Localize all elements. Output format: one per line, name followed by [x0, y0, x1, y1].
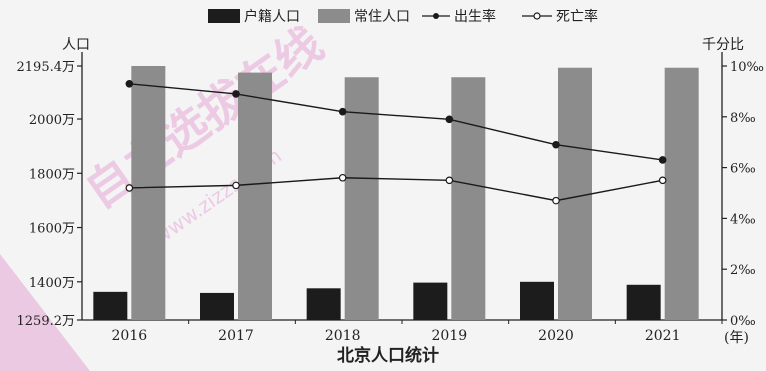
- x-axis-unit: (年): [724, 330, 749, 346]
- point-death-2019: [445, 176, 454, 185]
- chart-title: 北京人口统计: [337, 345, 439, 366]
- point-death-2020: [552, 196, 560, 205]
- bar-household-2021: [626, 284, 661, 320]
- bar-household-2016: [93, 291, 128, 320]
- right-tick-label: 8‰: [730, 111, 756, 126]
- bars: [93, 66, 699, 321]
- right-tick-label: 10‰: [730, 60, 764, 75]
- left-tick-label: 1400万: [29, 276, 75, 291]
- point-birth-2021: [658, 156, 667, 164]
- legend-label-household: 户籍人口: [244, 8, 300, 25]
- left-tick-label: 2195.4万: [17, 60, 76, 75]
- legend-marker-birth: [433, 13, 439, 19]
- left-tick-label: 1800万: [29, 167, 75, 182]
- bar-household-2018: [306, 288, 341, 320]
- svg-text:自主选拔在线: 自主选拔在线: [75, 16, 332, 219]
- left-axis-title: 人口: [62, 37, 90, 53]
- point-death-2018: [338, 173, 347, 182]
- right-tick-label: 0‰: [730, 314, 756, 329]
- bar-household-2019: [413, 282, 448, 320]
- legend-marker-death: [533, 12, 541, 20]
- point-death-2021: [658, 176, 667, 185]
- legend: 户籍人口 常住人口 出生率 死亡率: [208, 8, 598, 25]
- x-tick-label-2020: 2020: [538, 328, 574, 344]
- bar-resident-2018: [344, 77, 379, 321]
- point-birth-2020: [552, 140, 560, 149]
- point-birth-2019: [445, 115, 454, 124]
- bar-resident-2021: [664, 67, 699, 320]
- left-tick-label: 1600万: [29, 222, 75, 237]
- point-birth-2017: [232, 90, 240, 98]
- rate-lines: [125, 79, 667, 205]
- legend-swatch-resident: [318, 9, 350, 23]
- point-birth-2018: [338, 107, 347, 116]
- x-tick-label-2017: 2017: [218, 328, 254, 344]
- bar-resident-2020: [558, 67, 592, 320]
- x-tick-label-2018: 2018: [325, 328, 361, 344]
- point-birth-2016: [125, 79, 134, 88]
- right-tick-label: 6‰: [730, 162, 756, 177]
- bar-resident-2017: [238, 72, 272, 320]
- bar-resident-2019: [451, 77, 486, 321]
- right-tick-label: 4‰: [730, 212, 756, 227]
- right-axis-ticks: 0‰ 2‰ 4‰ 6‰ 8‰ 10‰: [722, 60, 764, 329]
- left-tick-label: 2000万: [29, 113, 75, 128]
- legend-swatch-household: [208, 9, 240, 23]
- x-axis-labels: 2016 2017 2018 2019 2020 2021: [112, 320, 723, 344]
- legend-label-birth: 出生率: [454, 8, 496, 25]
- line-death-rate: [129, 177, 663, 202]
- right-axis-title: 千分比: [702, 37, 744, 53]
- bar-resident-2016: [131, 66, 166, 320]
- bar-household-2017: [200, 292, 234, 320]
- line-birth-rate: [129, 83, 663, 161]
- x-tick-label-2021: 2021: [645, 328, 681, 344]
- x-tick-label-2016: 2016: [112, 328, 148, 344]
- legend-label-resident: 常住人口: [354, 9, 410, 25]
- legend-label-death: 死亡率: [556, 8, 598, 25]
- right-tick-label: 2‰: [730, 263, 756, 278]
- x-tick-label-2019: 2019: [432, 328, 468, 344]
- left-tick-label: 1259.2万: [17, 314, 76, 329]
- point-death-2017: [232, 181, 240, 190]
- left-axis-ticks: 1259.2万 1400万 1600万 1800万 2000万 2195.4万: [17, 60, 82, 329]
- point-death-2016: [125, 184, 134, 192]
- bar-household-2020: [520, 281, 554, 320]
